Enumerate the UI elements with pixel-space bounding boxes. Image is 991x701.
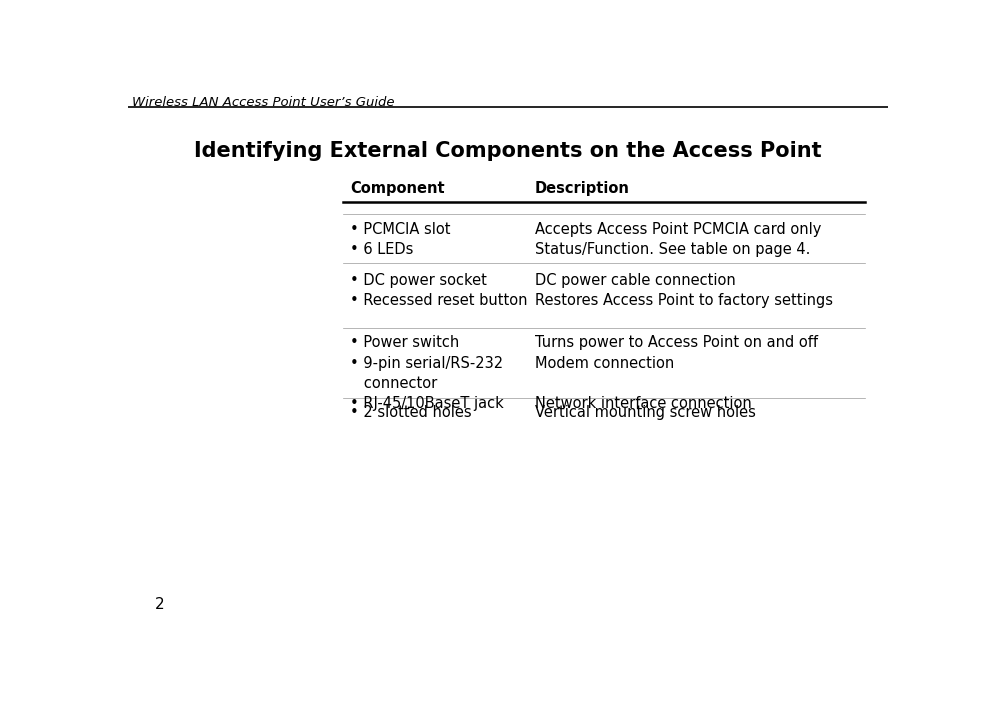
Text: Component: Component — [351, 182, 445, 196]
Text: Vertical mounting screw holes: Vertical mounting screw holes — [535, 405, 756, 421]
Text: • DC power socket
• Recessed reset button: • DC power socket • Recessed reset butto… — [351, 273, 528, 308]
Text: • Power switch
• 9-pin serial/RS-232
   connector
• RJ-45/10BaseT jack: • Power switch • 9-pin serial/RS-232 con… — [351, 335, 504, 411]
Text: Wireless LAN Access Point User’s Guide: Wireless LAN Access Point User’s Guide — [132, 96, 394, 109]
Text: Turns power to Access Point on and off
Modem connection

Network interface conne: Turns power to Access Point on and off M… — [535, 335, 818, 411]
Text: Identifying External Components on the Access Point: Identifying External Components on the A… — [194, 141, 822, 161]
Text: Description: Description — [535, 182, 629, 196]
Text: • 2 slotted holes: • 2 slotted holes — [351, 405, 472, 421]
Text: • PCMCIA slot
• 6 LEDs: • PCMCIA slot • 6 LEDs — [351, 222, 451, 257]
Text: 2: 2 — [155, 597, 165, 612]
Text: Accepts Access Point PCMCIA card only
Status/Function. See table on page 4.: Accepts Access Point PCMCIA card only St… — [535, 222, 822, 257]
Text: DC power cable connection
Restores Access Point to factory settings: DC power cable connection Restores Acces… — [535, 273, 832, 308]
